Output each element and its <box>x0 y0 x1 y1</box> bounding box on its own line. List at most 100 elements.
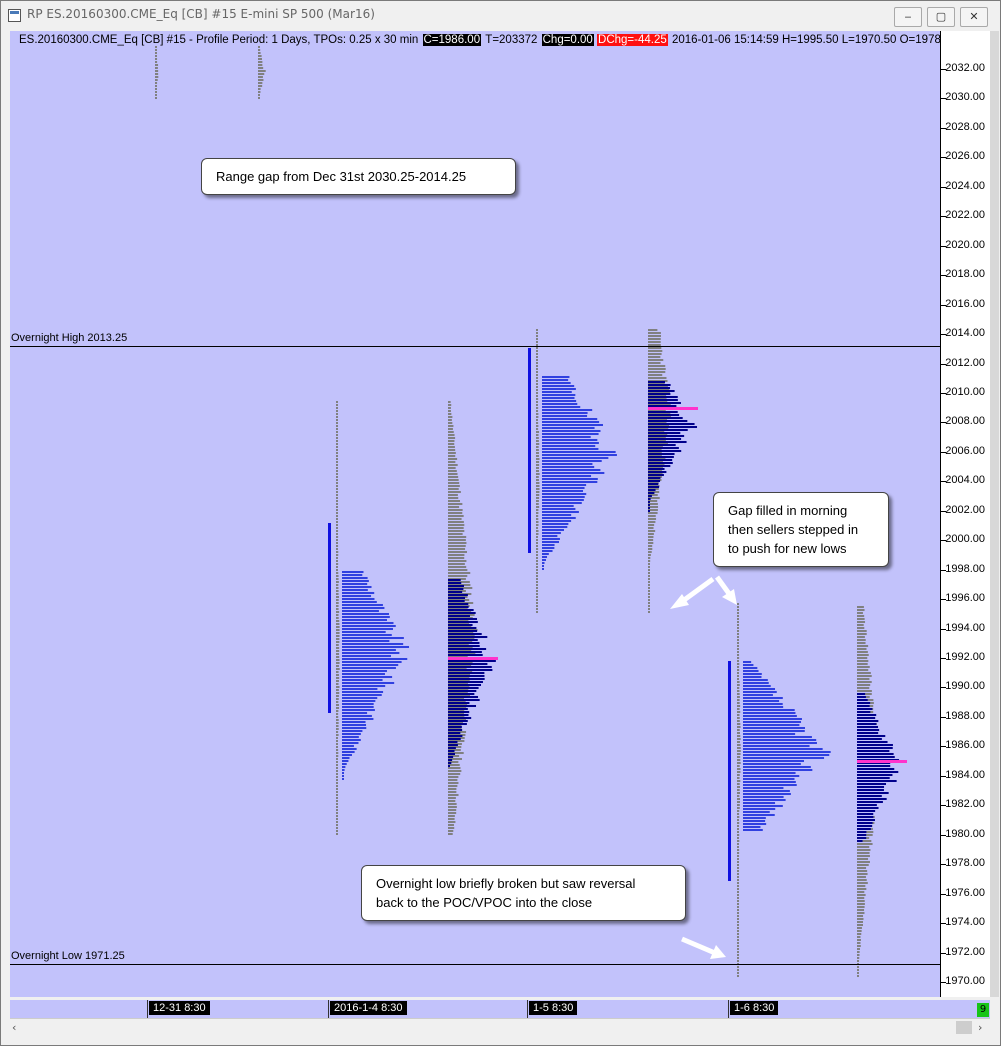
tpo-column <box>737 774 740 776</box>
volume-profile <box>448 675 485 677</box>
volume-profile <box>857 876 866 878</box>
volume-profile <box>857 966 859 968</box>
tpo-column <box>336 680 339 682</box>
tpo-profile <box>542 475 592 477</box>
volume-profile <box>648 444 676 446</box>
tpo-column <box>536 500 539 502</box>
volume-profile <box>857 894 866 896</box>
tpo-column <box>155 55 157 57</box>
tpo-column <box>536 536 538 538</box>
price-tick-mark <box>941 746 946 748</box>
tpo-column <box>737 669 740 671</box>
volume-profile <box>857 663 868 665</box>
volume-profile <box>648 474 664 476</box>
volume-profile <box>857 930 862 932</box>
volume-profile <box>857 801 883 803</box>
tpo-profile <box>342 619 387 621</box>
volume-profile <box>448 681 483 683</box>
tpo-column <box>336 677 340 679</box>
volume-profile <box>448 782 459 784</box>
tpo-column <box>737 924 739 926</box>
tpo-column <box>737 756 741 758</box>
price-tick-mark <box>941 127 946 129</box>
market-profile-plot[interactable]: ES.20160300.CME_Eq [CB] #15 - Profile Pe… <box>10 31 940 997</box>
tpo-column <box>536 347 538 349</box>
tpo-column <box>336 446 338 448</box>
tpo-column <box>336 809 338 811</box>
tpo-column <box>536 401 538 403</box>
tpo-column <box>737 690 740 692</box>
tpo-profile <box>743 805 783 807</box>
minimize-button[interactable]: ‒ <box>894 7 922 27</box>
time-axis[interactable]: 12-31 8:30 2016-1-4 8:30 1-5 8:30 1-6 8:… <box>10 1000 990 1018</box>
tpo-column <box>737 759 741 761</box>
session-label-dec31: 12-31 8:30 <box>149 1001 210 1015</box>
tpo-column <box>336 440 338 442</box>
volume-profile <box>857 633 867 635</box>
volume-profile <box>448 738 461 740</box>
tpo-column <box>536 464 540 466</box>
tpo-profile <box>542 496 585 498</box>
volume-profile <box>448 800 456 802</box>
tpo-profile <box>743 817 766 819</box>
price-tick-mark <box>941 186 946 188</box>
tpo-column <box>536 473 540 475</box>
price-tick-mark <box>941 716 946 718</box>
close-button[interactable]: ✕ <box>960 7 988 27</box>
tpo-column <box>737 843 739 845</box>
tpo-column <box>336 488 338 490</box>
tpo-column <box>737 789 740 791</box>
scroll-left-icon[interactable]: ‹ <box>12 1021 17 1034</box>
tpo-column <box>737 945 739 947</box>
tpo-column <box>336 473 338 475</box>
price-tick-label: 1978.00 <box>945 857 985 870</box>
tpo-profile <box>542 412 588 414</box>
title-bar[interactable]: RP ES.20160300.CME_Eq [CB] #15 E-mini SP… <box>1 1 1000 29</box>
tpo-column <box>737 960 739 962</box>
volume-profile <box>857 786 885 788</box>
tpo-profile <box>743 718 802 720</box>
tpo-profile <box>342 583 368 585</box>
volume-profile <box>857 864 869 866</box>
volume-profile <box>857 696 866 698</box>
volume-profile <box>448 509 463 511</box>
tpo-column <box>737 804 740 806</box>
tpo-column <box>737 630 739 632</box>
tpo-column <box>737 777 740 779</box>
price-axis[interactable]: 2032.00 2030.00 2028.00 2026.00 2024.00 2022.… <box>940 31 991 997</box>
tpo-column <box>336 623 340 625</box>
tpo-profile <box>743 781 796 783</box>
volume-profile <box>258 64 263 66</box>
scroll-thumb[interactable] <box>956 1021 972 1034</box>
price-tick-label: 1984.00 <box>945 768 985 781</box>
poc-line <box>857 760 907 763</box>
value-area-bar <box>728 661 731 881</box>
tpo-profile <box>542 415 588 417</box>
tpo-profile <box>342 733 361 735</box>
volume-profile <box>448 467 456 469</box>
vertical-scrollbar[interactable] <box>990 31 999 997</box>
tpo-profile <box>342 673 385 675</box>
volume-profile <box>857 903 865 905</box>
tpo-column <box>155 58 158 60</box>
volume-profile <box>857 693 866 695</box>
tpo-column <box>336 431 338 433</box>
volume-profile <box>648 423 695 425</box>
horizontal-scrollbar[interactable]: ‹ › <box>10 1018 990 1036</box>
tpo-profile <box>342 652 400 654</box>
volume-profile <box>448 594 468 596</box>
tpo-profile <box>743 787 784 789</box>
tpo-profile <box>542 547 555 549</box>
volume-profile <box>258 73 265 75</box>
overnight-low-note-line-1: Overnight low briefly broken but saw rev… <box>376 876 636 891</box>
volume-profile <box>448 575 468 577</box>
maximize-button[interactable]: ▢ <box>927 7 955 27</box>
tpo-profile <box>342 667 396 669</box>
tpo-column <box>155 76 159 78</box>
tpo-column <box>536 596 538 598</box>
scroll-right-icon[interactable]: › <box>978 1021 983 1034</box>
tpo-profile <box>542 517 576 519</box>
tpo-profile <box>743 820 766 822</box>
volume-profile <box>448 428 453 430</box>
tpo-column <box>336 674 339 676</box>
